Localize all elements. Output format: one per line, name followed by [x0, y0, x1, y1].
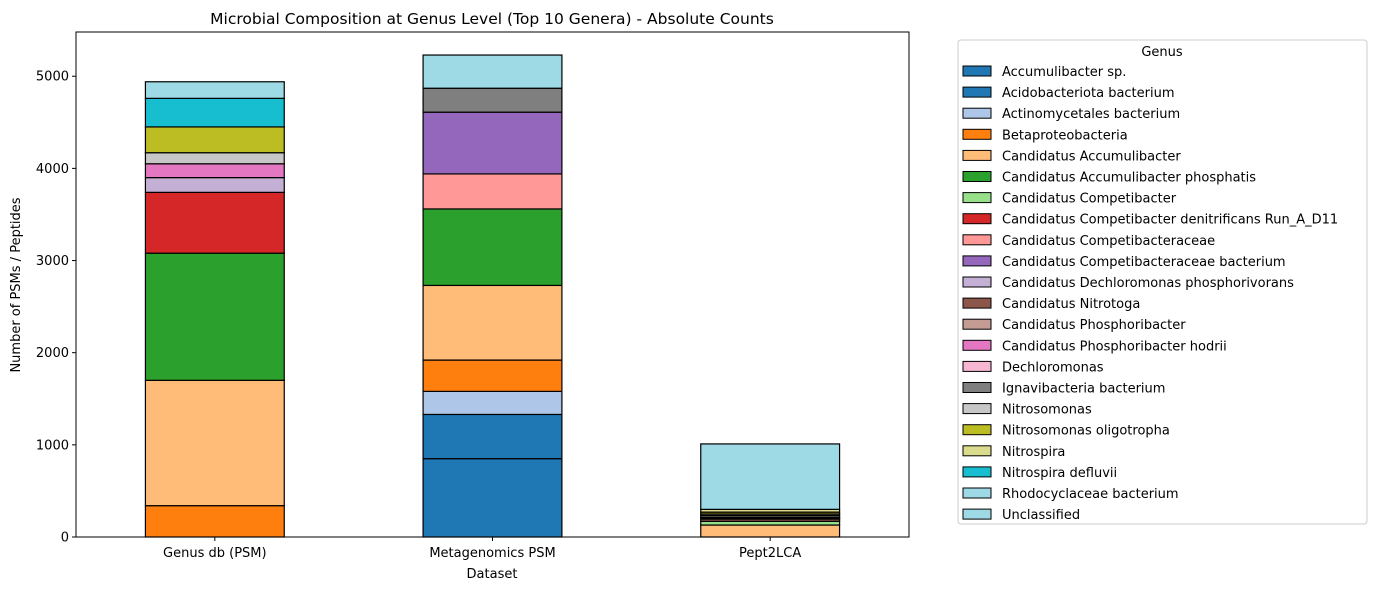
axes-layer: 0 1000 2000 3000 4000 5000 Genus db (PSM) Metag…: [36, 31, 910, 561]
legend-swatch: [962, 339, 992, 351]
y-tick-label: 3000: [36, 254, 69, 269]
legend-swatch: [962, 445, 992, 457]
legend-swatch: [962, 255, 992, 267]
bar-segment: [144, 252, 285, 381]
bar-segment: [144, 505, 285, 538]
legend-swatch: [962, 297, 992, 309]
bar-segment: [422, 284, 563, 361]
bar-segment: [422, 359, 563, 393]
legend-label: Acidobacteriota bacterium: [1002, 86, 1175, 101]
y-tick-label: 2000: [36, 346, 69, 361]
x-tick-label: Pept2LCA: [739, 546, 801, 561]
bar-segment: [144, 163, 285, 179]
bar-segment: [422, 413, 563, 460]
bar-segment: [422, 390, 563, 416]
legend-swatch: [962, 234, 992, 246]
bar-segment: [422, 54, 563, 89]
legend-label: Candidatus Phosphoribacter hodrii: [1002, 339, 1227, 354]
legend-swatch: [962, 65, 992, 77]
legend-label: Dechloromonas: [1002, 360, 1104, 375]
bar-segment: [144, 97, 285, 128]
bar-segment: [144, 81, 285, 99]
legend-swatch: [962, 276, 992, 288]
legend-swatch: [962, 128, 992, 140]
bars-layer: [144, 54, 841, 538]
bar-segment: [144, 126, 285, 154]
bar-segment: [422, 87, 563, 113]
legend-swatch: [962, 403, 992, 415]
legend-label: Candidatus Competibacteraceae bacterium: [1002, 255, 1286, 270]
y-tick-label: 0: [61, 531, 69, 546]
x-axis-label: Dataset: [467, 567, 518, 582]
legend-swatch: [962, 107, 992, 119]
legend-swatch: [962, 213, 992, 225]
legend-label: Candidatus Nitrotoga: [1002, 297, 1140, 312]
legend-swatch: [962, 382, 992, 393]
legend-swatch: [962, 318, 992, 330]
legend-label: Candidatus Dechloromonas phosphorivorans: [1002, 276, 1294, 291]
legend-swatch: [962, 149, 992, 161]
bar-segment: [422, 173, 563, 210]
legend-title: Genus: [1141, 45, 1183, 60]
legend-label: Nitrospira: [1002, 445, 1065, 460]
bar-segment: [700, 524, 841, 538]
legend-label: Ignavibacteria bacterium: [1002, 382, 1165, 397]
legend-label: Unclassified: [1002, 508, 1080, 523]
bar-segment: [422, 458, 563, 538]
bar-segment: [422, 208, 563, 287]
legend-label: Betaproteobacteria: [1002, 128, 1128, 143]
legend-label: Candidatus Phosphoribacter: [1002, 318, 1186, 333]
bar-segment: [700, 443, 841, 510]
y-tick-label: 1000: [36, 438, 69, 453]
y-tick-label: 5000: [36, 70, 69, 85]
legend-label: Actinomycetales bacterium: [1002, 107, 1180, 122]
legend-label: Accumulibacter sp.: [1002, 65, 1126, 80]
legend-label: Nitrospira defluvii: [1002, 466, 1117, 481]
legend-swatch: [962, 171, 992, 182]
legend-swatch: [962, 424, 992, 436]
legend-label: Candidatus Competibacteraceae: [1002, 234, 1215, 249]
bar-segment: [422, 111, 563, 175]
bar-segment: [144, 379, 285, 507]
legend-frame: [957, 39, 1368, 525]
legend-swatch: [962, 466, 992, 478]
legend-label: Candidatus Competibacter: [1002, 192, 1177, 207]
bar-segment: [144, 177, 285, 193]
x-tick-label: Metagenomics PSM: [429, 546, 555, 561]
chart-title: Microbial Composition at Genus Level (To…: [210, 10, 774, 28]
bar-segment: [144, 191, 285, 254]
y-tick-label: 4000: [36, 162, 69, 177]
legend-label: Nitrosomonas oligotropha: [1002, 424, 1170, 439]
legend-swatch: [962, 192, 992, 204]
x-tick-label: Genus db (PSM): [163, 546, 267, 561]
legend-label: Rhodocyclaceae bacterium: [1002, 487, 1179, 502]
legend-label: Candidatus Competibacter denitrificans R…: [1002, 213, 1338, 228]
legend: Genus Accumulibacter sp. Acidobacteriota …: [957, 39, 1368, 525]
legend-swatch: [962, 487, 992, 499]
legend-label: Candidatus Accumulibacter phosphatis: [1002, 171, 1256, 186]
legend-swatch: [962, 360, 992, 372]
legend-swatch: [962, 508, 992, 520]
legend-label: Nitrosomonas: [1002, 403, 1092, 418]
y-axis-label: Number of PSMs / Peptides: [9, 197, 24, 372]
legend-label: Candidatus Accumulibacter: [1002, 149, 1181, 164]
legend-swatch: [962, 86, 992, 98]
bar-segment: [144, 152, 285, 165]
